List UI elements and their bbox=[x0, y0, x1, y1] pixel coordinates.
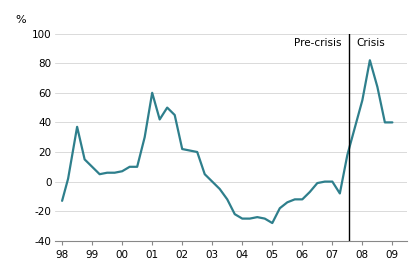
Text: Crisis: Crisis bbox=[356, 38, 385, 48]
Text: %: % bbox=[16, 15, 26, 25]
Text: Pre-crisis: Pre-crisis bbox=[294, 38, 341, 48]
